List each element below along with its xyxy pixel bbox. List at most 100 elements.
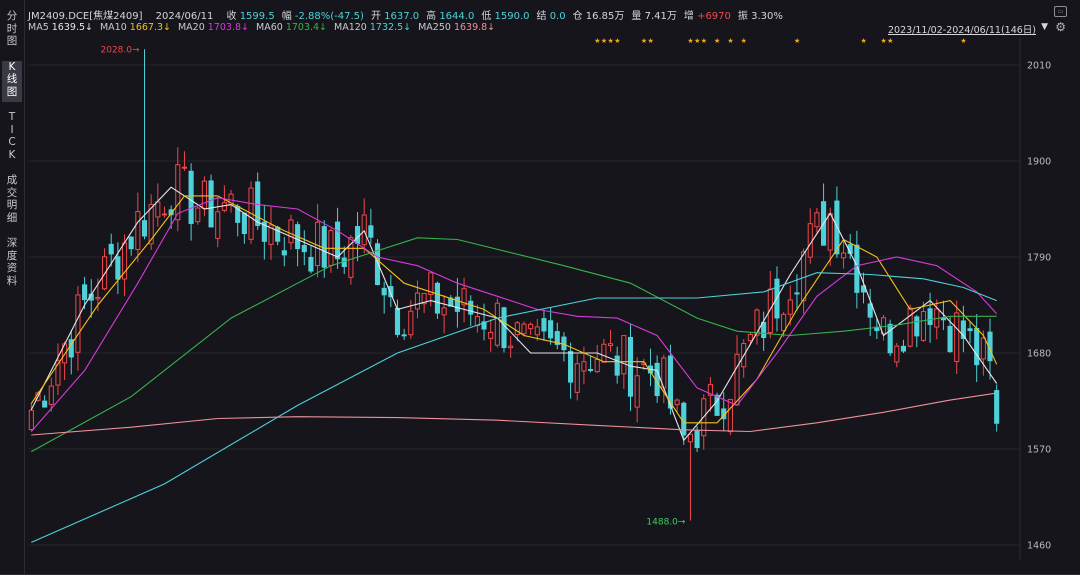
candle-body [221,202,227,211]
range-dropdown-icon[interactable]: ▼ [1041,22,1048,32]
quote-label: 幅 [281,11,295,22]
candle-body [574,363,580,393]
ma-value: 1703.8↓ [207,22,249,33]
candle-body [867,303,873,318]
candle-body [694,430,700,448]
star-marker: ★ [887,37,893,45]
candle-body [641,362,647,365]
star-marker: ★ [601,37,607,45]
y-tick-label: 1680 [1027,349,1051,360]
quote-value: 7.41万 [644,11,677,22]
ma-name: MA10 [99,22,130,33]
candle-body [348,237,354,278]
quote-label: 结 [536,11,550,22]
quote-item: 幅 -2.88%(-47.5) [282,11,364,22]
quote-item: 收 1599.5 [227,11,275,22]
candle-body [801,251,807,302]
candle-body [175,164,181,221]
quote-label: 低 [481,11,495,22]
star-marker: ★ [641,37,647,45]
candle-body [614,355,620,376]
date-range-selector[interactable]: 2023/11/02-2024/06/11(146日) [888,25,1036,36]
candle-body [548,320,554,339]
candle-body [428,272,434,295]
candle-body [275,226,281,242]
y-tick-label: 2010 [1027,61,1051,72]
window-toggle-icon[interactable]: ▭ [1054,6,1067,17]
candle-body [534,326,540,336]
candle-body [488,331,494,339]
candle-body [787,299,793,315]
ma-legend-item: MA120 1732.5↓ [334,22,411,33]
candle-body [667,355,674,409]
candle-body [914,316,920,337]
ma-name: MA120 [334,22,370,33]
candle-body [401,334,407,337]
ma-legend-item: MA20 1703.8↓ [178,22,249,33]
ma-legend-item: MA60 1703.4↓ [256,22,327,33]
ma-name: MA20 [177,22,208,33]
extreme-label: 1488.0→ [646,518,685,528]
candle-body [494,302,500,346]
candle-body [42,400,48,408]
candle-body [900,345,907,352]
quote-item: 增 +6970 [684,11,731,22]
tab-3[interactable]: 成交明细 [6,174,18,224]
star-marker: ★ [608,37,614,45]
candle-body [601,343,607,363]
ma-line-ma250 [31,392,997,436]
y-tick-label: 1570 [1027,445,1051,456]
quote-item: 高 1644.0 [426,11,474,22]
candle-body [481,321,487,330]
tab-0[interactable]: 分时图 [6,10,18,47]
candle-body [315,221,321,267]
candle-body [441,307,447,316]
ma-value: 1703.4↓ [285,22,328,33]
candle-body [388,286,394,298]
candle-body [707,384,713,396]
candle-body [840,252,847,259]
candle-body [521,323,527,335]
candle-body [974,328,980,366]
candle-body [907,307,913,347]
quote-label: 高 [426,11,440,22]
candle-body [920,311,927,341]
candle-body [887,323,893,354]
candle-body [155,201,161,218]
candle-body [168,209,174,216]
candle-body [587,369,594,372]
candle-body [761,321,767,339]
candle-body [135,211,141,251]
candle-body [594,359,600,373]
quote-label: 仓 [572,11,586,22]
candle-body [581,361,587,372]
quote-value: 3.30% [751,11,783,22]
quote-items: 收 1599.5 幅 -2.88%(-47.5) 开 1637.0 高 1644.0 低… [227,11,790,22]
candle-body [954,312,960,362]
quote-item: 低 1590.0 [481,11,529,22]
star-marker: ★ [861,37,867,45]
ma-legend-item: MA10 1667.3↓ [100,22,171,33]
star-marker: ★ [647,37,653,45]
ma-value: 1732.5↓ [369,22,412,33]
quote-label: 增 [683,11,698,22]
quote-label: 量 [631,11,645,22]
candle-body [308,256,314,272]
gear-icon[interactable]: ⚙ [1055,20,1066,34]
star-marker: ★ [694,37,700,45]
candle-body [95,296,101,300]
candle-body [148,203,154,245]
tab-4[interactable]: 深度资料 [6,237,18,287]
candle-body [75,294,81,353]
quote-value: 1644.0 [439,11,475,22]
ma-legend-item: MA5 1639.5↓ [28,22,93,33]
candle-body [115,256,121,280]
ma-name: MA60 [256,22,286,33]
candle-body [927,308,933,326]
candle-body [261,221,267,242]
candle-body [468,300,474,315]
candle-body [161,213,168,216]
